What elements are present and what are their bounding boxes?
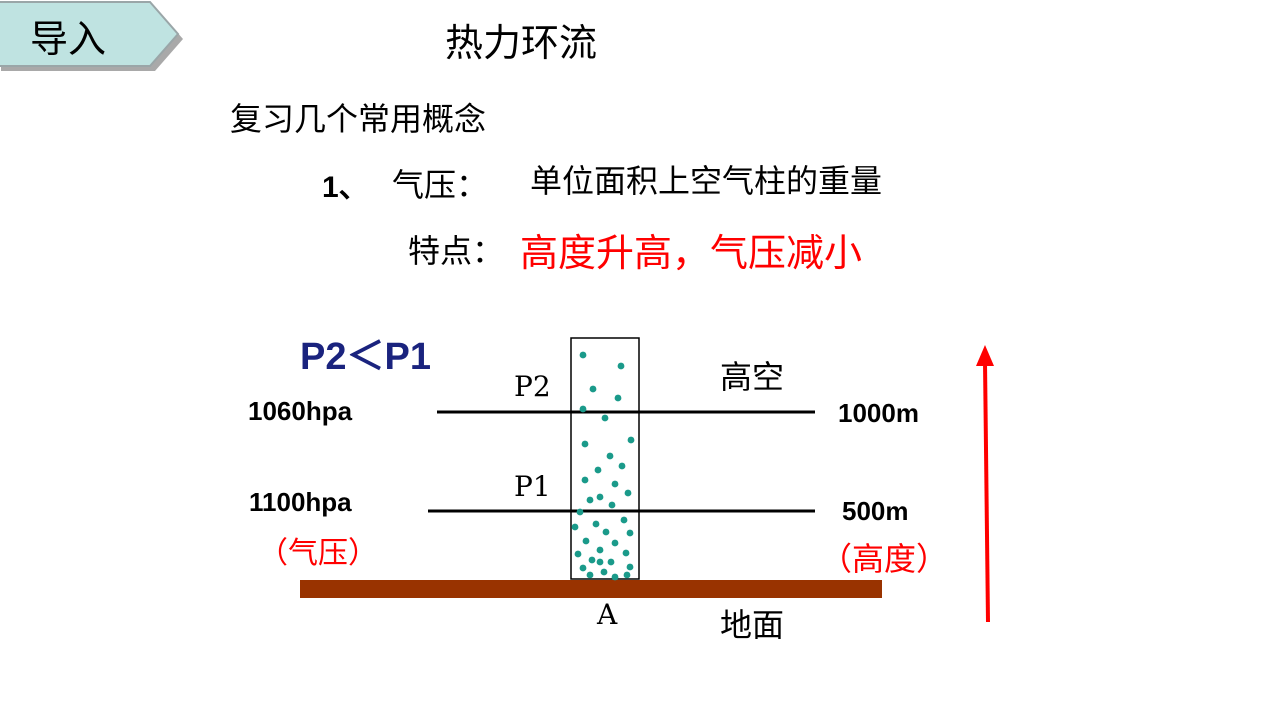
air-particle bbox=[618, 462, 626, 470]
upper-point-label: P2 bbox=[514, 370, 551, 403]
lower-pressure-value: 1100hpa bbox=[249, 487, 352, 517]
header-tag bbox=[0, 1, 183, 71]
air-particle bbox=[600, 568, 608, 576]
air-particle bbox=[592, 520, 600, 528]
air-particle bbox=[574, 550, 582, 558]
definition-text: 单位面积上空气柱的重量 bbox=[530, 162, 883, 200]
air-particle bbox=[596, 558, 604, 566]
air-particle bbox=[596, 493, 604, 501]
altitude-caption: （高度） bbox=[820, 540, 949, 578]
air-particle bbox=[626, 529, 634, 537]
air-particle bbox=[579, 351, 587, 359]
high-altitude-label: 高空 bbox=[720, 358, 785, 396]
air-particle bbox=[622, 549, 630, 557]
air-particle bbox=[576, 508, 584, 516]
air-particle bbox=[611, 480, 619, 488]
lower-altitude-value: 500m bbox=[842, 496, 909, 526]
air-particle bbox=[627, 436, 635, 444]
air-particle bbox=[620, 516, 628, 524]
air-particle bbox=[579, 564, 587, 572]
page-title: 热力环流 bbox=[445, 21, 598, 65]
review-heading: 复习几个常用概念 bbox=[230, 100, 487, 138]
header-tag-label: 导入 bbox=[30, 17, 107, 61]
air-particle bbox=[579, 405, 587, 413]
air-particle bbox=[614, 394, 622, 402]
air-particle bbox=[586, 571, 594, 579]
feature-label: 特点： bbox=[408, 232, 505, 270]
definition-term: 气压： bbox=[392, 166, 489, 204]
air-particle bbox=[611, 573, 619, 581]
air-particle bbox=[607, 558, 615, 566]
air-particle bbox=[601, 414, 609, 422]
air-particle bbox=[608, 501, 616, 509]
air-particle bbox=[624, 489, 632, 497]
definition-number: 1、 bbox=[322, 171, 369, 204]
air-particle bbox=[588, 556, 596, 564]
upper-pressure-value: 1060hpa bbox=[248, 396, 353, 426]
altitude-arrow-head bbox=[976, 345, 994, 366]
pressure-caption: （气压） bbox=[258, 536, 378, 571]
ground-bar bbox=[300, 580, 882, 598]
upper-altitude-value: 1000m bbox=[838, 398, 919, 428]
air-particle bbox=[596, 546, 604, 554]
air-particle bbox=[623, 571, 631, 579]
air-particle bbox=[611, 539, 619, 547]
air-particle bbox=[589, 385, 597, 393]
air-particles bbox=[571, 351, 635, 581]
air-column bbox=[570, 337, 640, 580]
air-particle bbox=[581, 440, 589, 448]
altitude-arrow-shaft bbox=[983, 361, 990, 623]
air-particle bbox=[594, 466, 602, 474]
air-particle bbox=[571, 523, 579, 531]
air-particle bbox=[626, 563, 634, 571]
air-particle bbox=[586, 496, 594, 504]
air-particle bbox=[602, 528, 610, 536]
air-particle bbox=[606, 452, 614, 460]
column-label: A bbox=[597, 598, 618, 631]
ground-label: 地面 bbox=[720, 606, 785, 644]
feature-text: 高度升高，气压减小 bbox=[520, 231, 863, 275]
lower-point-label: P1 bbox=[514, 470, 551, 503]
air-particle bbox=[581, 476, 589, 484]
air-particle bbox=[617, 362, 625, 370]
air-particle bbox=[582, 537, 590, 545]
pressure-comparison: P2＜P1 bbox=[300, 336, 431, 378]
